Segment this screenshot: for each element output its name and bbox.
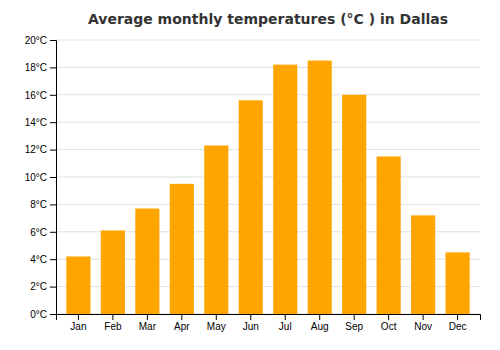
y-tick-label: 2°C	[30, 281, 47, 292]
x-tick: Jan	[70, 314, 86, 332]
x-tick-label: Mar	[139, 321, 157, 332]
x-tick: Nov	[414, 314, 432, 332]
x-tick: Apr	[174, 314, 190, 332]
y-tick-mark	[50, 40, 56, 41]
y-tick: 16°C	[25, 90, 56, 101]
bar	[377, 156, 401, 314]
x-tick-mark	[354, 314, 355, 320]
x-tick-label: Jul	[279, 321, 292, 332]
x-tick: Aug	[311, 314, 329, 332]
bar	[446, 252, 470, 314]
grid-line	[56, 40, 480, 41]
y-axis: 0°C 2°C 4°C 6°C 8°C 10°C 12°C 14°C 16°C 18°C 20°C	[25, 35, 57, 320]
grid-line	[56, 94, 480, 95]
y-tick: 6°C	[30, 227, 56, 238]
bar	[273, 65, 297, 314]
x-tick-label: Apr	[174, 321, 190, 332]
chart-title: Average monthly temperatures (°C ) in Da…	[88, 11, 448, 27]
x-tick-mark	[457, 314, 458, 320]
y-tick-mark	[50, 287, 56, 288]
x-axis: Jan Feb Mar Apr May Jun Jul Aug Sep Oct Nov Dec	[57, 314, 481, 332]
x-tick: Mar	[139, 314, 157, 332]
y-tick-label: 8°C	[30, 199, 47, 210]
y-tick: 0°C	[30, 309, 56, 320]
bar	[170, 184, 194, 314]
x-tick-label: May	[207, 321, 226, 332]
chart-container: Jan Feb Mar Apr May Jun Jul Aug Sep Oct Nov Dec 0°C 2…	[0, 0, 500, 350]
y-tick-label: 12°C	[25, 144, 47, 155]
x-tick-mark	[423, 314, 424, 320]
y-tick-mark	[50, 177, 56, 178]
y-tick-label: 4°C	[30, 254, 47, 265]
x-tick-mark	[250, 314, 251, 320]
y-tick-mark	[50, 122, 56, 123]
grid-line	[56, 177, 480, 178]
bar	[66, 256, 90, 314]
grid	[56, 40, 480, 314]
x-tick-label: Jun	[243, 321, 259, 332]
chart-svg: Jan Feb Mar Apr May Jun Jul Aug Sep Oct Nov Dec 0°C 2…	[0, 0, 500, 350]
y-tick-mark	[50, 204, 56, 205]
bar	[204, 145, 228, 314]
bar	[239, 100, 263, 314]
x-axis-line	[57, 315, 481, 321]
x-tick-mark	[216, 314, 217, 320]
x-tick-mark	[181, 314, 182, 320]
y-tick-mark	[50, 259, 56, 260]
x-tick-mark	[285, 314, 286, 320]
x-tick-label: Jan	[70, 321, 86, 332]
x-tick-label: Nov	[414, 321, 432, 332]
x-tick-label: Feb	[104, 321, 122, 332]
bar	[342, 95, 366, 314]
y-tick-label: 14°C	[25, 117, 47, 128]
y-tick-mark	[50, 95, 56, 96]
bar	[308, 61, 332, 314]
y-tick-label: 0°C	[30, 309, 47, 320]
x-tick: Sep	[345, 314, 363, 332]
x-tick-mark	[388, 314, 389, 320]
bars	[66, 61, 469, 314]
y-tick-label: 6°C	[30, 227, 47, 238]
x-tick-label: Sep	[345, 321, 363, 332]
y-tick: 8°C	[30, 199, 56, 210]
grid-line	[56, 122, 480, 123]
y-tick: 14°C	[25, 117, 56, 128]
y-tick-label: 20°C	[25, 35, 47, 46]
x-tick: Oct	[381, 314, 397, 332]
y-tick: 4°C	[30, 254, 56, 265]
plot: Jan Feb Mar Apr May Jun Jul Aug Sep Oct Nov Dec 0°C 2…	[25, 35, 481, 332]
y-tick-mark	[50, 232, 56, 233]
y-tick: 2°C	[30, 281, 56, 292]
y-tick-label: 10°C	[25, 172, 47, 183]
y-axis-line	[50, 41, 57, 315]
bar	[411, 215, 435, 314]
grid-line	[56, 149, 480, 150]
grid-line	[56, 204, 480, 205]
x-tick-label: Aug	[311, 321, 329, 332]
y-tick-mark	[50, 67, 56, 68]
y-tick-mark	[50, 150, 56, 151]
y-tick-mark	[50, 314, 56, 315]
x-tick: Jun	[243, 314, 259, 332]
y-tick: 10°C	[25, 172, 56, 183]
y-tick-label: 16°C	[25, 90, 47, 101]
x-tick-label: Oct	[381, 321, 397, 332]
bar	[101, 230, 125, 314]
y-tick: 12°C	[25, 144, 56, 155]
bar	[135, 209, 159, 314]
x-tick-label: Dec	[449, 321, 467, 332]
y-tick: 20°C	[25, 35, 56, 46]
y-tick: 18°C	[25, 62, 56, 73]
x-tick-mark	[319, 314, 320, 320]
x-tick-mark	[112, 314, 113, 320]
x-tick: May	[207, 314, 226, 332]
x-tick: Jul	[279, 314, 292, 332]
x-tick: Dec	[449, 314, 467, 332]
x-tick-mark	[147, 314, 148, 320]
y-tick-label: 18°C	[25, 62, 47, 73]
x-tick: Feb	[104, 314, 122, 332]
x-tick-mark	[78, 314, 79, 320]
grid-line	[56, 67, 480, 68]
